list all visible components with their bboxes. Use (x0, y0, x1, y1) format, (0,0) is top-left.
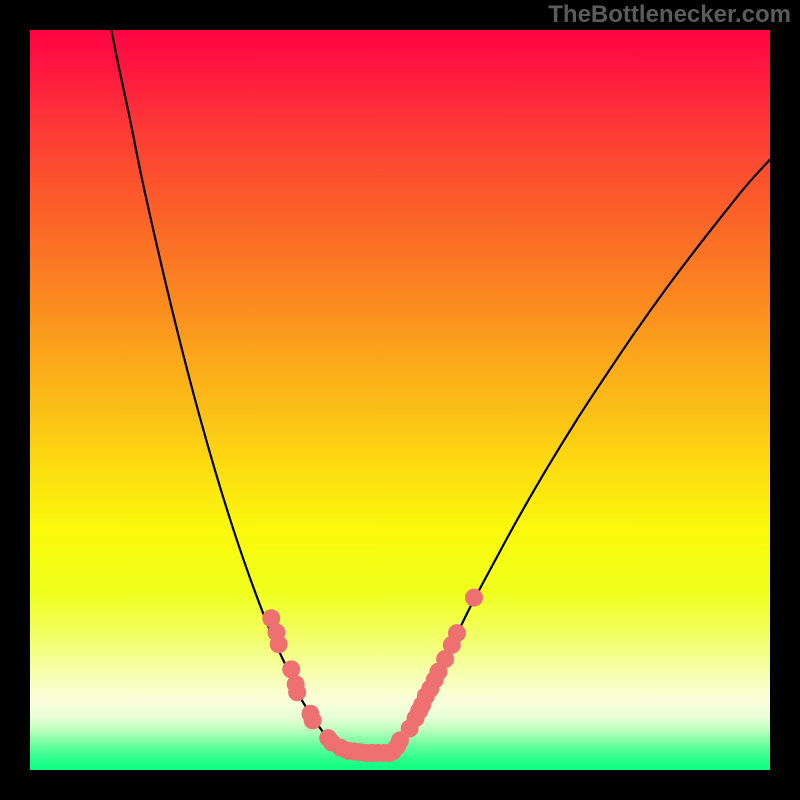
data-marker (304, 711, 322, 729)
bottleneck-chart: TheBottlenecker.com (0, 0, 800, 800)
data-marker (288, 683, 306, 701)
data-marker (448, 624, 466, 642)
data-marker (270, 635, 288, 653)
watermark-text: TheBottlenecker.com (548, 1, 791, 28)
data-marker (465, 589, 483, 607)
chart-svg: TheBottlenecker.com (0, 0, 800, 800)
